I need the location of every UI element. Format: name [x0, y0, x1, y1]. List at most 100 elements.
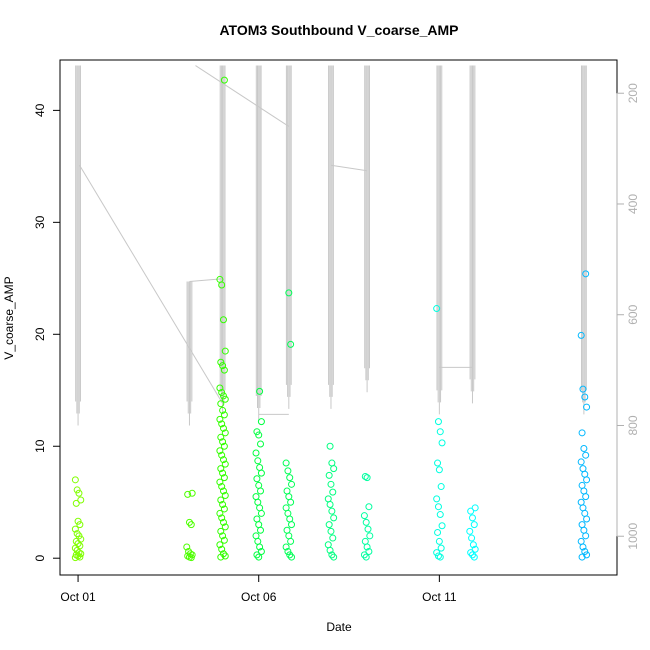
data-point	[471, 545, 479, 553]
data-point	[257, 418, 265, 426]
data-point	[365, 503, 373, 511]
y2-tick-label: 400	[626, 194, 640, 214]
data-point	[285, 289, 293, 297]
data-point	[284, 547, 292, 555]
data-point	[437, 483, 445, 491]
data-point	[468, 514, 476, 522]
data-point	[218, 281, 226, 289]
data-point	[76, 521, 84, 529]
data-point	[466, 527, 474, 535]
x-axis: Oct 01 Oct 06 Oct 11	[60, 574, 457, 604]
data-point	[253, 428, 261, 436]
data-point	[286, 551, 294, 559]
y2-axis: 200 400 600 800 1000	[616, 83, 640, 550]
y-tick-label: 30	[33, 215, 47, 229]
data-point	[221, 492, 229, 500]
data-point	[582, 451, 590, 459]
data-point	[219, 362, 227, 370]
data-point	[470, 553, 478, 561]
data-point	[287, 340, 295, 348]
data-point	[434, 418, 442, 426]
data-point	[288, 480, 296, 488]
data-point	[330, 514, 338, 522]
data-point	[71, 476, 79, 484]
data-point	[220, 536, 228, 544]
data-point	[257, 469, 265, 477]
data-point	[216, 478, 224, 486]
data-point	[220, 505, 228, 513]
data-point	[218, 389, 226, 397]
data-point	[288, 553, 296, 561]
data-point	[471, 504, 479, 512]
line-connector	[195, 65, 290, 127]
data-point	[286, 474, 294, 482]
data-point	[288, 521, 296, 529]
x-tick-label: Oct 11	[422, 590, 457, 604]
data-point	[468, 534, 476, 542]
data-point	[219, 518, 227, 526]
data-point	[254, 457, 262, 465]
y2-tick-label: 600	[626, 304, 640, 324]
data-point	[77, 496, 85, 504]
data-point	[219, 469, 227, 477]
x-axis-label: Date	[326, 620, 352, 634]
data-point	[255, 553, 263, 561]
data-point	[73, 530, 81, 538]
data-point	[217, 527, 225, 535]
data-point	[364, 525, 372, 533]
data-point	[257, 526, 265, 534]
data-point	[256, 387, 264, 395]
data-point	[438, 522, 446, 530]
data-point	[257, 547, 265, 555]
data-point	[467, 507, 475, 515]
data-point	[434, 459, 442, 467]
data-point	[216, 384, 224, 392]
data-point	[188, 489, 196, 497]
data-point	[71, 554, 79, 562]
data-point	[579, 385, 587, 393]
data-point	[221, 395, 229, 403]
data-point	[578, 429, 586, 437]
data-point	[435, 466, 443, 474]
data-point	[326, 442, 334, 450]
data-point	[583, 476, 591, 484]
y2-tick-label: 800	[626, 415, 640, 435]
line-connector	[330, 164, 368, 172]
data-point	[583, 515, 591, 523]
data-point	[583, 403, 591, 411]
data-point	[469, 541, 477, 549]
data-point	[187, 521, 195, 529]
data-point	[434, 528, 442, 536]
data-point	[219, 438, 227, 446]
data-point	[256, 543, 264, 551]
data-point	[218, 420, 226, 428]
data-point	[582, 532, 590, 540]
data-point	[326, 500, 334, 508]
data-point	[220, 76, 228, 84]
data-point	[366, 532, 374, 540]
x-tick-label: Oct 06	[241, 590, 277, 604]
data-point	[218, 514, 226, 522]
data-point	[219, 392, 227, 400]
data-point	[282, 543, 290, 551]
data-point	[578, 553, 586, 561]
data-point	[184, 490, 192, 498]
data-point	[433, 549, 441, 557]
data-point	[253, 475, 261, 483]
y-tick-label: 0	[33, 555, 47, 562]
y-tick-label: 20	[33, 327, 47, 341]
y2-tick-label: 200	[626, 83, 640, 103]
data-point	[433, 305, 441, 313]
data-point	[287, 537, 295, 545]
data-point	[73, 486, 81, 494]
data-point	[219, 500, 227, 508]
data-point	[436, 511, 444, 519]
data-point	[329, 488, 337, 496]
data-point	[362, 553, 370, 561]
data-point	[221, 347, 229, 355]
data-point	[72, 499, 80, 507]
data-point	[185, 518, 193, 526]
data-point	[365, 547, 373, 555]
data-point	[187, 554, 195, 562]
